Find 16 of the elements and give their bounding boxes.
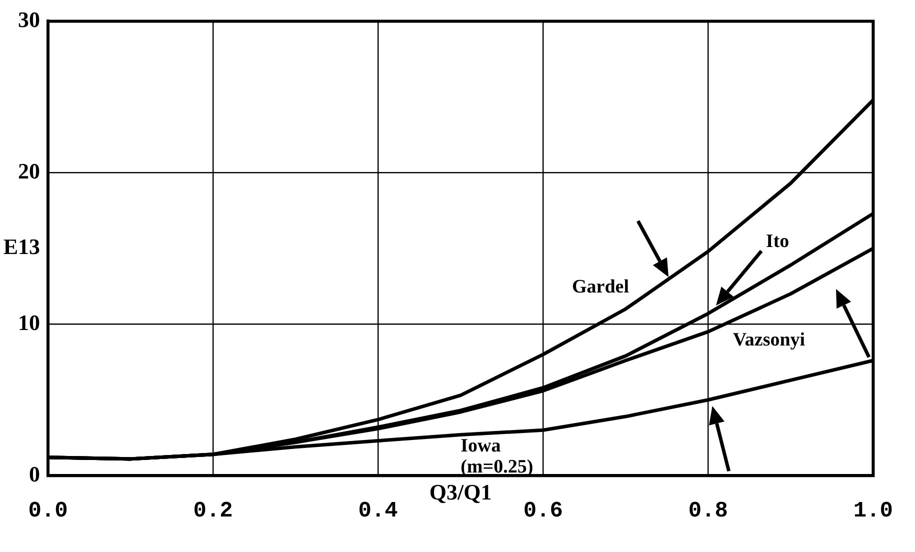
x-tick-label: 0.8	[688, 498, 728, 524]
y-axis-title: E13	[3, 234, 40, 260]
series-label: Iowa (m=0.25)	[460, 436, 534, 478]
x-tick-label: 1.0	[853, 498, 893, 524]
series-label: Vazsonyi	[732, 330, 806, 351]
series-label: Gardel	[572, 276, 629, 298]
x-tick-label: 0.0	[28, 498, 68, 524]
series-label: Ito	[766, 231, 790, 252]
y-tick-label: 0	[29, 461, 40, 486]
y-tick-label: 30	[18, 6, 40, 32]
y-tick-label: 10	[18, 310, 40, 335]
x-tick-label: 0.6	[523, 498, 563, 524]
x-tick-label: 0.2	[193, 498, 233, 524]
x-tick-label: 0.4	[358, 498, 398, 524]
x-axis-title: Q3/Q1	[429, 480, 492, 505]
y-tick-label: 20	[18, 158, 40, 184]
